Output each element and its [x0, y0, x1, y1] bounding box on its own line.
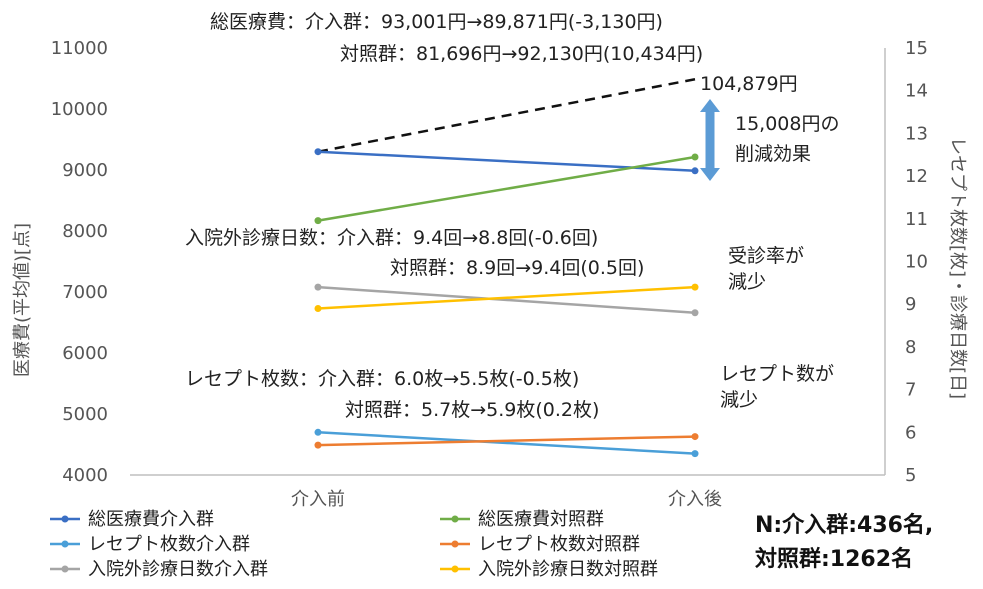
legend-label: 入院外診療日数介入群 [88, 559, 268, 580]
series-point-5 [691, 309, 699, 317]
left-tick-label: 11000 [51, 38, 108, 59]
series-point-3 [691, 450, 699, 458]
left-tick-label: 6000 [62, 343, 108, 364]
series-point-4 [691, 433, 699, 441]
receipt-note2: 減少 [720, 389, 758, 411]
category-labels: 介入前 介入後 [291, 489, 722, 510]
receipt-note1: レセプト数が [720, 363, 834, 385]
series-point-1 [691, 167, 699, 175]
projection-label: 104,879円 [700, 73, 798, 95]
total-cost-line1: 総医療費：介入群：93,001円→89,871円(-3,130円) [210, 11, 663, 33]
series-point-4 [314, 441, 322, 449]
legend-label: レセプト枚数介入群 [88, 534, 250, 555]
series-point-5 [314, 283, 322, 291]
left-tick-label: 8000 [62, 221, 108, 242]
series-point-6 [691, 283, 699, 291]
right-tick-label: 11 [905, 209, 928, 230]
projection-line [317, 78, 696, 153]
series-point-2 [691, 153, 699, 161]
effect-line1: 15,008円の [735, 113, 839, 135]
legend-label: 総医療費介入群 [88, 509, 214, 530]
legend-label: 入院外診療日数対照群 [478, 559, 658, 580]
days-line2: 対照群：8.9回→9.4回(0.5回) [390, 257, 644, 279]
category-label: 介入後 [668, 489, 722, 510]
receipt-line2: 対照群：5.7枚→5.9枚(0.2枚) [345, 399, 599, 421]
series-line-1 [317, 150, 696, 173]
total-cost-line2: 対照群：81,696円→92,130円(10,434円) [340, 43, 703, 65]
sample-size-line2: 対照群:1262名 [755, 546, 913, 572]
effect-line2: 削減効果 [735, 143, 811, 165]
receipt-line1: レセプト枚数：介入群：6.0枚→5.5枚(-0.5枚) [185, 368, 579, 390]
series-point-3 [314, 428, 322, 436]
right-tick-label: 7 [905, 380, 916, 401]
right-tick-label: 12 [905, 166, 928, 187]
left-axis-title: 医療費(平均値)[点] [12, 223, 33, 377]
right-axis-ticks: 5 6 7 8 9 10 11 12 13 14 15 [905, 38, 928, 486]
left-tick-label: 10000 [51, 99, 108, 120]
series-point-2 [314, 217, 322, 225]
right-tick-label: 6 [905, 422, 916, 443]
right-axis-title: レセプト枚数[枚]・診療日数[日] [947, 137, 968, 399]
left-tick-label: 5000 [62, 404, 108, 425]
right-tick-label: 10 [905, 252, 928, 273]
legend-swatch-marker [451, 515, 459, 523]
effect-arrow [700, 99, 720, 181]
legend-swatch-marker [451, 540, 459, 548]
left-tick-label: 7000 [62, 282, 108, 303]
series-line-6 [317, 285, 696, 310]
days-note2: 減少 [728, 271, 766, 293]
sample-size-line1: N:介入群:436名, [755, 512, 933, 538]
series-line-3 [317, 431, 696, 455]
legend-swatch-marker [61, 540, 69, 548]
legend-swatch-marker [451, 565, 459, 573]
right-tick-label: 8 [905, 337, 916, 358]
right-tick-label: 5 [905, 465, 916, 486]
series-point-6 [314, 304, 322, 312]
left-tick-label: 9000 [62, 160, 108, 181]
series-group [314, 78, 699, 458]
legend-swatch-marker [61, 515, 69, 523]
right-tick-label: 9 [905, 294, 916, 315]
days-line1: 入院外診療日数：介入群：9.4回→8.8回(-0.6回) [185, 227, 598, 249]
legend-label: 総医療費対照群 [478, 509, 604, 530]
series-line-2 [317, 155, 696, 222]
days-note1: 受診率が [728, 245, 804, 267]
series-line-4 [317, 435, 696, 447]
left-tick-label: 4000 [62, 465, 108, 486]
legend-label: レセプト枚数対照群 [478, 534, 640, 555]
category-label: 介入前 [291, 489, 345, 510]
right-tick-label: 13 [905, 123, 928, 144]
right-tick-label: 15 [905, 38, 928, 59]
chart-axes [130, 48, 886, 476]
left-axis-ticks: 4000 5000 6000 7000 8000 9000 10000 11000 [51, 38, 108, 486]
series-point-1 [314, 148, 322, 156]
right-tick-label: 14 [905, 81, 928, 102]
legend-swatch-marker [61, 565, 69, 573]
series-line-5 [317, 285, 696, 314]
